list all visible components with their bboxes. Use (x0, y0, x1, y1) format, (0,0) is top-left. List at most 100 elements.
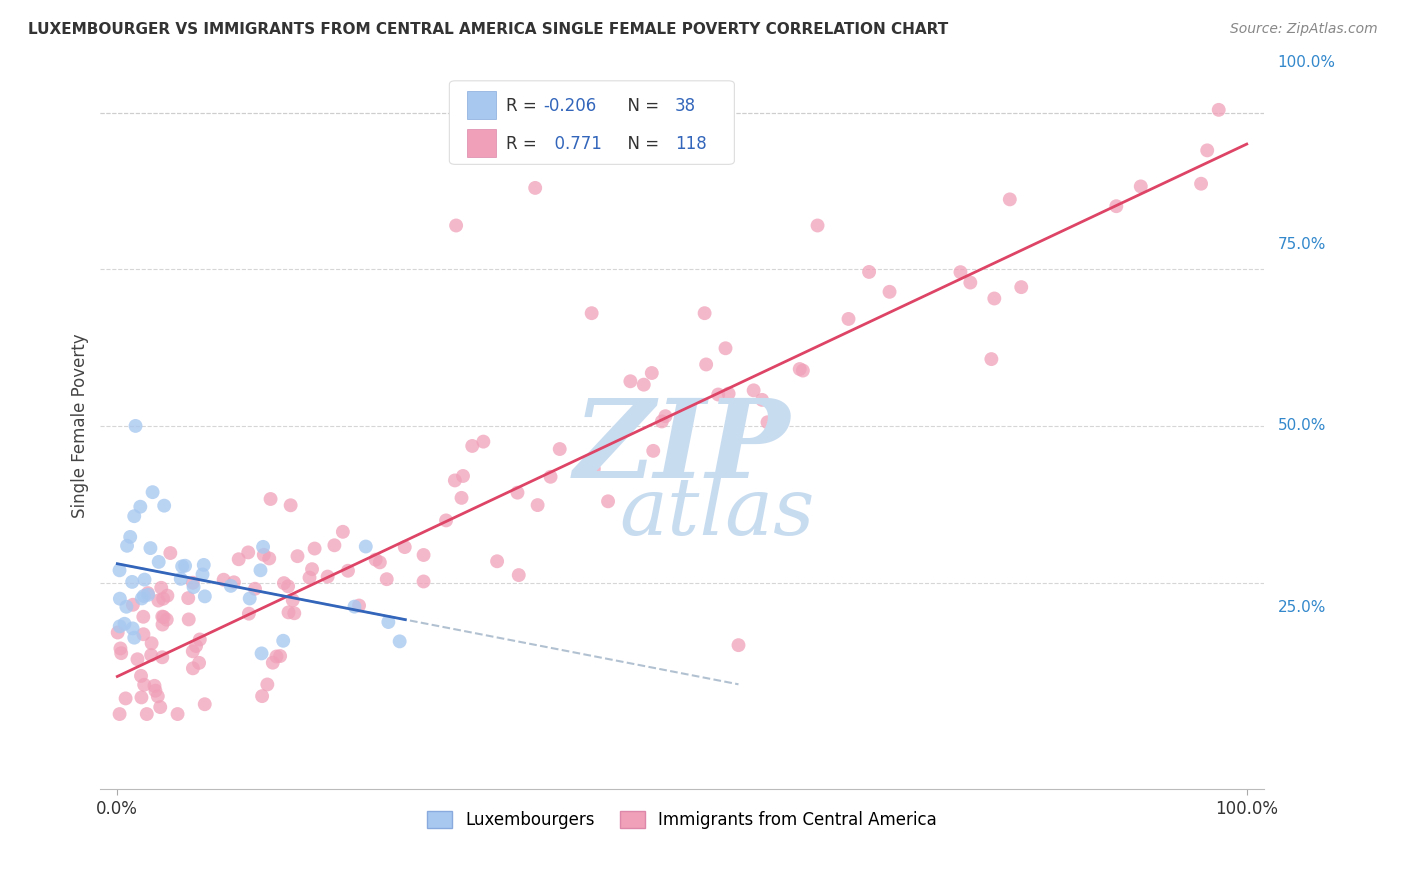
Bar (467, 129, 496, 157)
Point (172, 559, 194, 574)
Point (375, 572, 398, 586)
Point (316, 569, 339, 583)
Point (273, 576, 295, 591)
Point (150, 581, 173, 595)
Point (250, 647, 273, 661)
Bar (467, 91, 496, 119)
Point (266, 649, 288, 664)
Text: 100.0%: 100.0% (1278, 55, 1336, 70)
Point (347, 599, 370, 613)
Point (156, 589, 179, 603)
Point (139, 541, 162, 555)
Point (222, 575, 245, 590)
Text: Source: ZipAtlas.com: Source: ZipAtlas.com (1230, 22, 1378, 37)
Point (751, 392, 773, 407)
Point (115, 599, 138, 614)
Point (108, 563, 131, 577)
Point (108, 619, 131, 633)
Point (277, 579, 299, 593)
Point (269, 648, 291, 663)
Point (643, 443, 665, 458)
Point (581, 306, 603, 320)
Point (141, 636, 163, 650)
Point (188, 632, 211, 647)
Text: 118: 118 (675, 135, 707, 153)
Text: -0.206: -0.206 (544, 97, 596, 115)
Point (742, 384, 765, 398)
Point (249, 563, 271, 577)
Point (238, 545, 260, 559)
Point (152, 617, 174, 632)
Point (142, 485, 165, 500)
Point (486, 554, 509, 568)
Point (194, 590, 217, 604)
FancyBboxPatch shape (450, 81, 734, 164)
Point (461, 439, 484, 453)
Point (714, 341, 737, 355)
Point (131, 690, 153, 705)
Point (506, 485, 529, 500)
Point (135, 707, 157, 722)
Point (183, 580, 205, 594)
Point (193, 558, 215, 572)
Point (253, 548, 276, 562)
Point (301, 562, 323, 576)
Point (695, 358, 717, 372)
Point (136, 588, 159, 602)
Point (131, 591, 153, 606)
Point (271, 633, 294, 648)
Point (134, 678, 156, 692)
Text: 38: 38 (675, 97, 696, 115)
Text: 50.0%: 50.0% (1278, 418, 1326, 434)
Point (394, 540, 416, 554)
Point (177, 591, 200, 606)
Point (170, 572, 193, 586)
Point (524, 181, 547, 195)
Point (259, 491, 281, 506)
Point (412, 574, 434, 589)
Point (129, 669, 152, 683)
Point (444, 219, 467, 233)
Point (136, 586, 159, 600)
Point (153, 499, 176, 513)
Point (124, 419, 146, 434)
Legend: Luxembourgers, Immigrants from Central America: Luxembourgers, Immigrants from Central A… (420, 804, 943, 836)
Text: ZIP: ZIP (574, 394, 790, 501)
Point (806, 219, 828, 233)
Point (451, 469, 474, 483)
Point (287, 549, 309, 564)
Point (156, 613, 179, 627)
Point (243, 582, 266, 596)
Point (858, 265, 880, 279)
Point (121, 621, 143, 635)
Point (150, 650, 173, 665)
Point (472, 434, 495, 449)
Point (526, 498, 548, 512)
Point (377, 615, 399, 629)
Point (114, 691, 136, 706)
Point (132, 589, 155, 603)
Point (450, 491, 472, 505)
Point (412, 548, 434, 562)
Text: LUXEMBOURGER VS IMMIGRANTS FROM CENTRAL AMERICA SINGLE FEMALE POVERTY CORRELATIO: LUXEMBOURGER VS IMMIGRANTS FROM CENTRAL … (28, 22, 949, 37)
Point (166, 707, 188, 722)
Point (298, 571, 321, 585)
Point (343, 599, 366, 614)
Point (174, 558, 197, 573)
Point (177, 612, 200, 626)
Point (651, 414, 673, 428)
Point (596, 494, 619, 508)
Point (444, 474, 467, 488)
Point (148, 593, 170, 607)
Point (707, 387, 730, 401)
Point (434, 513, 457, 527)
Point (1197, 144, 1219, 158)
Point (837, 312, 859, 326)
Point (879, 285, 901, 299)
Point (115, 539, 138, 553)
Point (108, 591, 131, 606)
Point (122, 598, 145, 612)
Point (756, 415, 779, 429)
Point (145, 683, 167, 698)
Point (184, 639, 207, 653)
